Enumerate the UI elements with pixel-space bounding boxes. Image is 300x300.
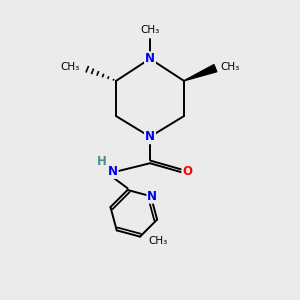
Text: CH₃: CH₃ [140,25,160,34]
Text: O: O [182,165,192,178]
Text: N: N [108,165,118,178]
Text: CH₃: CH₃ [148,236,167,246]
Text: N: N [145,52,155,65]
Text: H: H [97,155,106,168]
Text: N: N [147,190,158,203]
Text: CH₃: CH₃ [60,62,79,72]
Text: CH₃: CH₃ [221,62,240,72]
Text: N: N [145,130,155,143]
Polygon shape [184,64,217,81]
